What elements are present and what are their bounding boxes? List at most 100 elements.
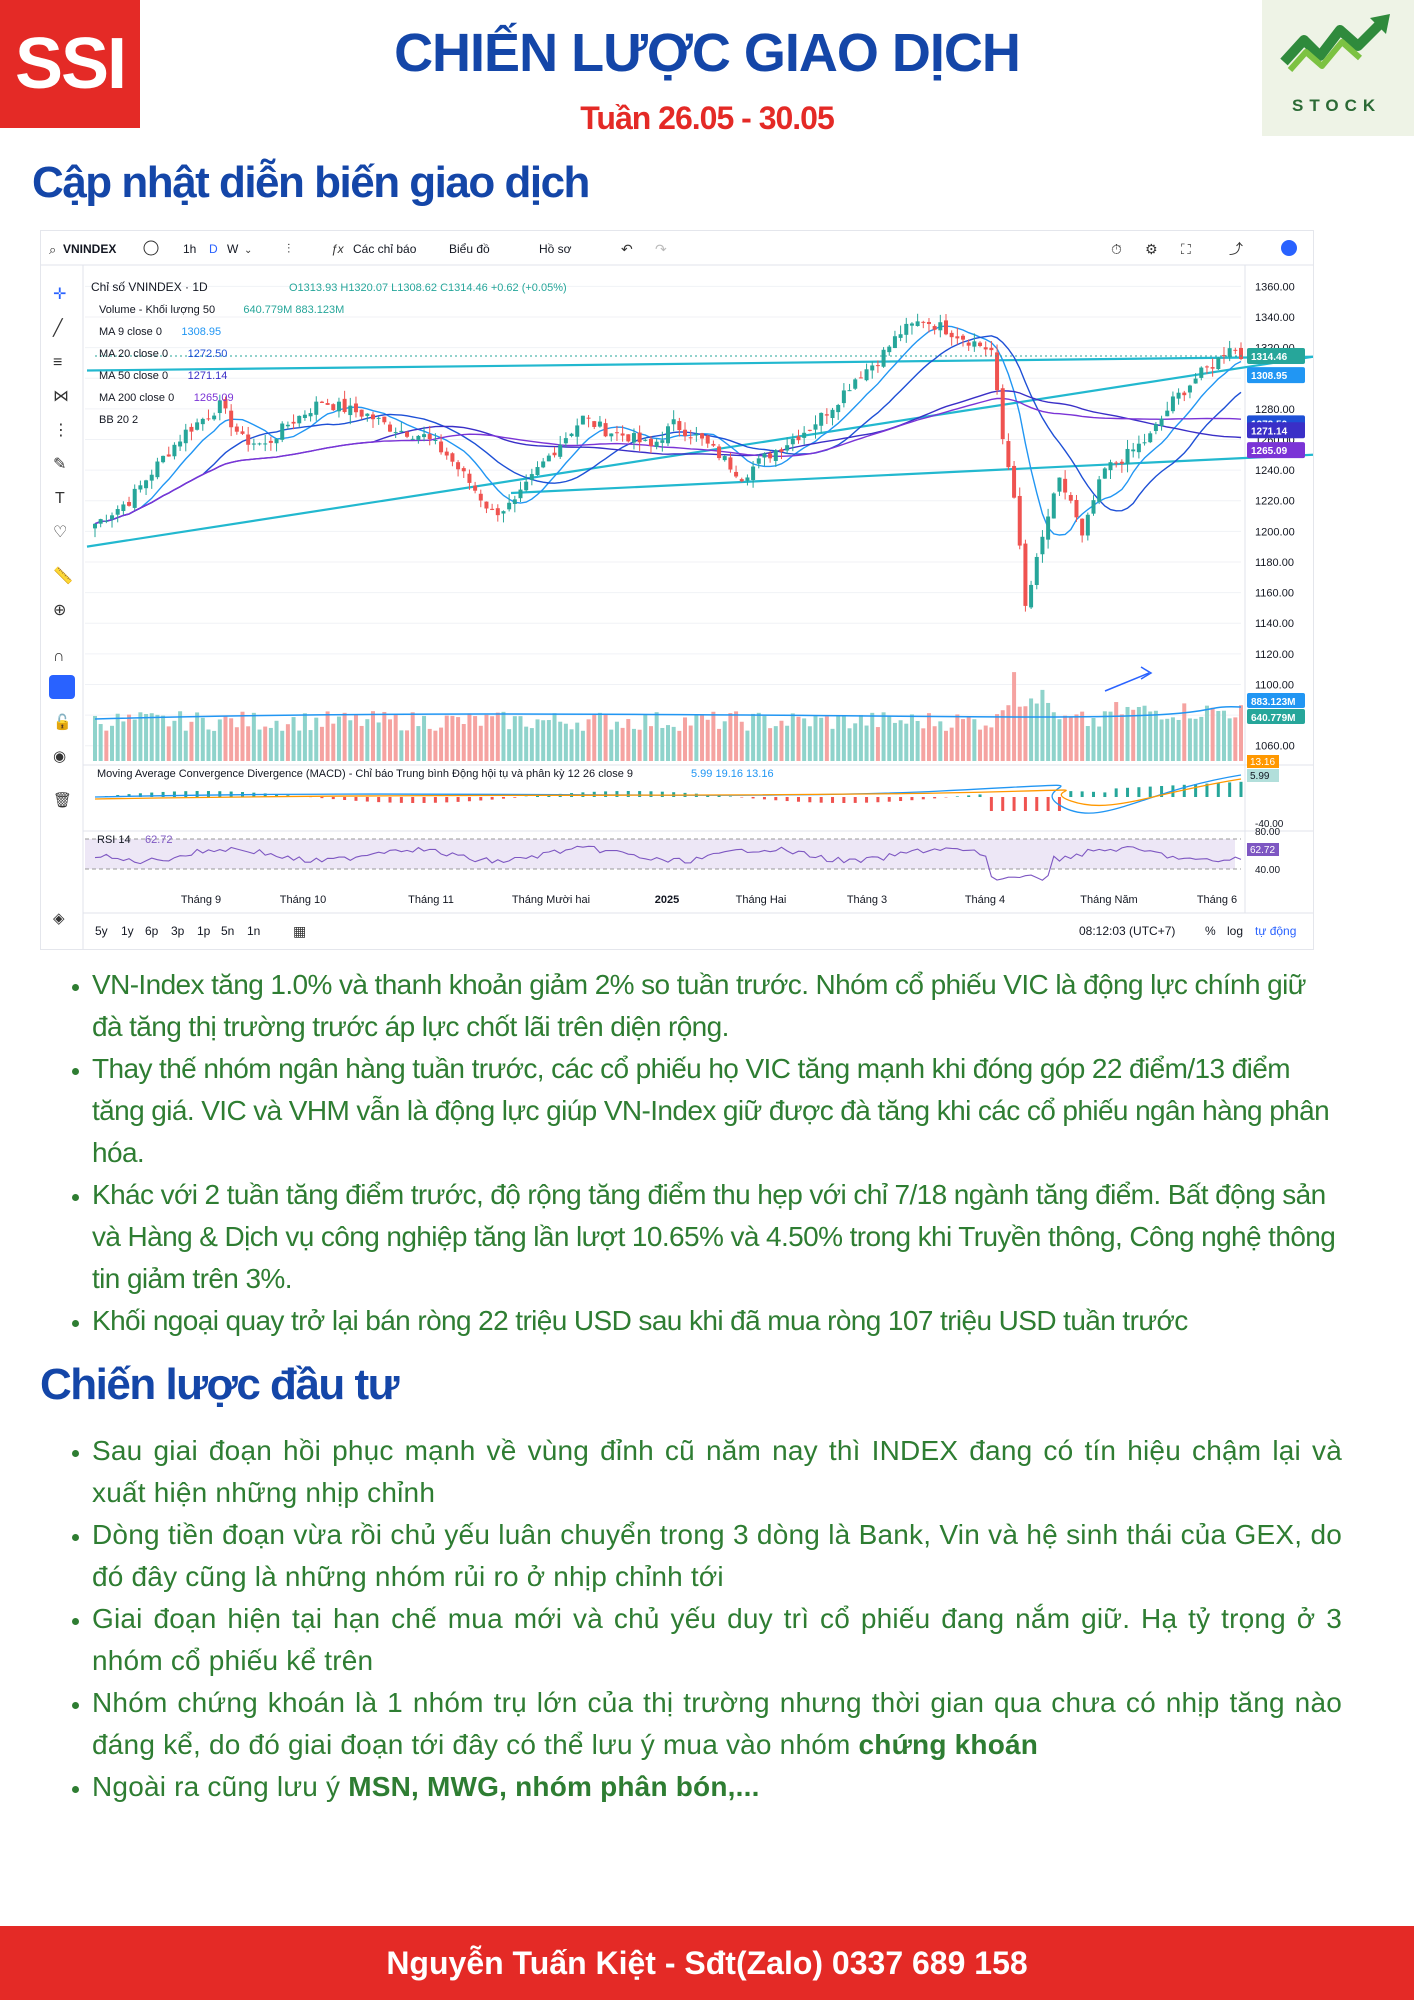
draw-mode-icon[interactable] (49, 675, 75, 699)
trash-icon[interactable]: 🗑 (53, 792, 72, 809)
volume-bar (1221, 710, 1226, 761)
range-1p[interactable]: 1p (197, 924, 211, 938)
candle (473, 485, 478, 491)
candle-type-icon[interactable]: ⫶ (287, 241, 290, 256)
candle (1204, 366, 1209, 368)
volume-bar (1063, 715, 1068, 761)
volume-bar (614, 721, 619, 761)
candle (1108, 462, 1113, 471)
candle (246, 434, 251, 445)
brush-icon[interactable]: ✎ (53, 456, 66, 473)
candle (722, 456, 727, 461)
candle (802, 432, 807, 438)
chart-symbol[interactable]: VNINDEX (63, 242, 116, 256)
macd-bar (717, 795, 721, 797)
macd-bar (774, 797, 778, 801)
text-tool-icon[interactable]: T (55, 490, 65, 507)
chart-bottom-bar: 5y 1y 6p 3p 1p 5n 1n ▦ 08:12:03 (UTC+7) … (83, 912, 1313, 939)
candle (1176, 392, 1181, 399)
redo-icon[interactable]: ↷ (655, 241, 667, 257)
log-toggle[interactable]: log (1227, 924, 1243, 938)
macd-bar (876, 797, 880, 803)
candle (1187, 385, 1192, 393)
candle (1142, 442, 1147, 444)
volume-bar (648, 726, 653, 761)
trendline-icon[interactable]: ╱ (52, 318, 64, 337)
auto-toggle[interactable]: tự động (1255, 924, 1296, 938)
interval-1h[interactable]: 1h (183, 242, 196, 256)
candle (768, 453, 773, 459)
range-3p[interactable]: 3p (171, 924, 185, 938)
candle (756, 458, 761, 464)
volume-bar (563, 723, 568, 761)
heart-icon[interactable]: ♡ (53, 524, 67, 541)
range-6p[interactable]: 6p (145, 924, 159, 938)
pattern-icon[interactable]: ⋈ (53, 388, 69, 405)
share-icon[interactable]: ⤴ (1229, 241, 1243, 257)
volume-bar (603, 714, 608, 761)
volume-bar (569, 729, 574, 761)
profile-menu-button[interactable]: Hồ sơ (539, 242, 572, 256)
volume-bar (178, 711, 183, 761)
calendar-icon[interactable]: ▦ (293, 923, 306, 939)
settings-gear-icon[interactable]: ⚙ (1145, 241, 1158, 257)
percent-toggle[interactable]: % (1205, 924, 1216, 938)
macd-tag (1247, 769, 1279, 782)
search-icon[interactable]: ⌕ (49, 242, 56, 257)
volume-bar (541, 720, 546, 761)
add-symbol-icon[interactable] (143, 240, 159, 256)
volume-bar (756, 712, 761, 761)
macd-bar (989, 797, 993, 811)
macd-bar (127, 794, 131, 797)
projection-icon[interactable]: ⋮ (53, 422, 69, 439)
volume-bar (955, 714, 960, 761)
macd-bar (626, 791, 630, 797)
volume-bar (853, 723, 858, 761)
eye-icon[interactable]: ◉ (53, 748, 66, 765)
candle (995, 352, 1000, 391)
candle (450, 453, 455, 462)
macd-bar (490, 797, 494, 800)
volume-bar (870, 712, 875, 761)
vnindex-chart[interactable]: ⌕ VNINDEX 1h D W ⌄ ⫶ ƒx Các chỉ báo Biểu… (40, 230, 1314, 950)
candle (807, 429, 812, 431)
range-5y[interactable]: 5y (95, 924, 108, 938)
volume-bar (217, 719, 222, 761)
fib-icon[interactable]: ≡ (53, 354, 62, 371)
zoom-icon[interactable]: ⊕ (53, 602, 66, 619)
undo-icon[interactable]: ↶ (621, 241, 633, 257)
range-5n[interactable]: 5n (221, 924, 234, 938)
candle (1221, 355, 1226, 357)
macd-bar (762, 797, 766, 800)
candle (734, 471, 739, 477)
volume-bar (796, 716, 801, 761)
interval-w[interactable]: W (227, 242, 239, 256)
volume-bar (1046, 702, 1051, 761)
macd-bar (853, 797, 857, 803)
magnet-icon[interactable]: ∩ (53, 648, 65, 665)
chevron-down-icon[interactable]: ⌄ (244, 245, 252, 256)
volume-bar (1227, 718, 1232, 761)
candle (1102, 468, 1107, 479)
range-1y[interactable]: 1y (121, 924, 134, 938)
volume-bar (314, 717, 319, 761)
list-item: Thay thế nhóm ngân hàng tuần trước, các … (92, 1048, 1342, 1174)
layers-icon[interactable]: ◈ (53, 910, 65, 927)
volume-bar (115, 713, 120, 761)
ruler-icon[interactable]: 📏 (53, 566, 73, 585)
candle (666, 426, 670, 444)
volume-bar (512, 716, 517, 761)
y-tick-label: 1120.00 (1255, 649, 1294, 661)
alert-icon[interactable]: ⏱ (1111, 241, 1122, 257)
volume-bar (353, 714, 358, 761)
interval-d[interactable]: D (209, 242, 218, 256)
candle (319, 401, 324, 403)
range-1n[interactable]: 1n (247, 924, 260, 938)
crosshair-icon[interactable]: ✛ (53, 286, 66, 303)
chart-menu-button[interactable]: Biểu đồ (449, 242, 490, 256)
indicators-button[interactable]: Các chỉ báo (353, 242, 417, 256)
volume-bar (580, 730, 585, 761)
fullscreen-icon[interactable]: ⛶ (1181, 241, 1191, 257)
volume-bar (410, 712, 415, 761)
lock-icon[interactable]: 🔓 (53, 713, 72, 731)
